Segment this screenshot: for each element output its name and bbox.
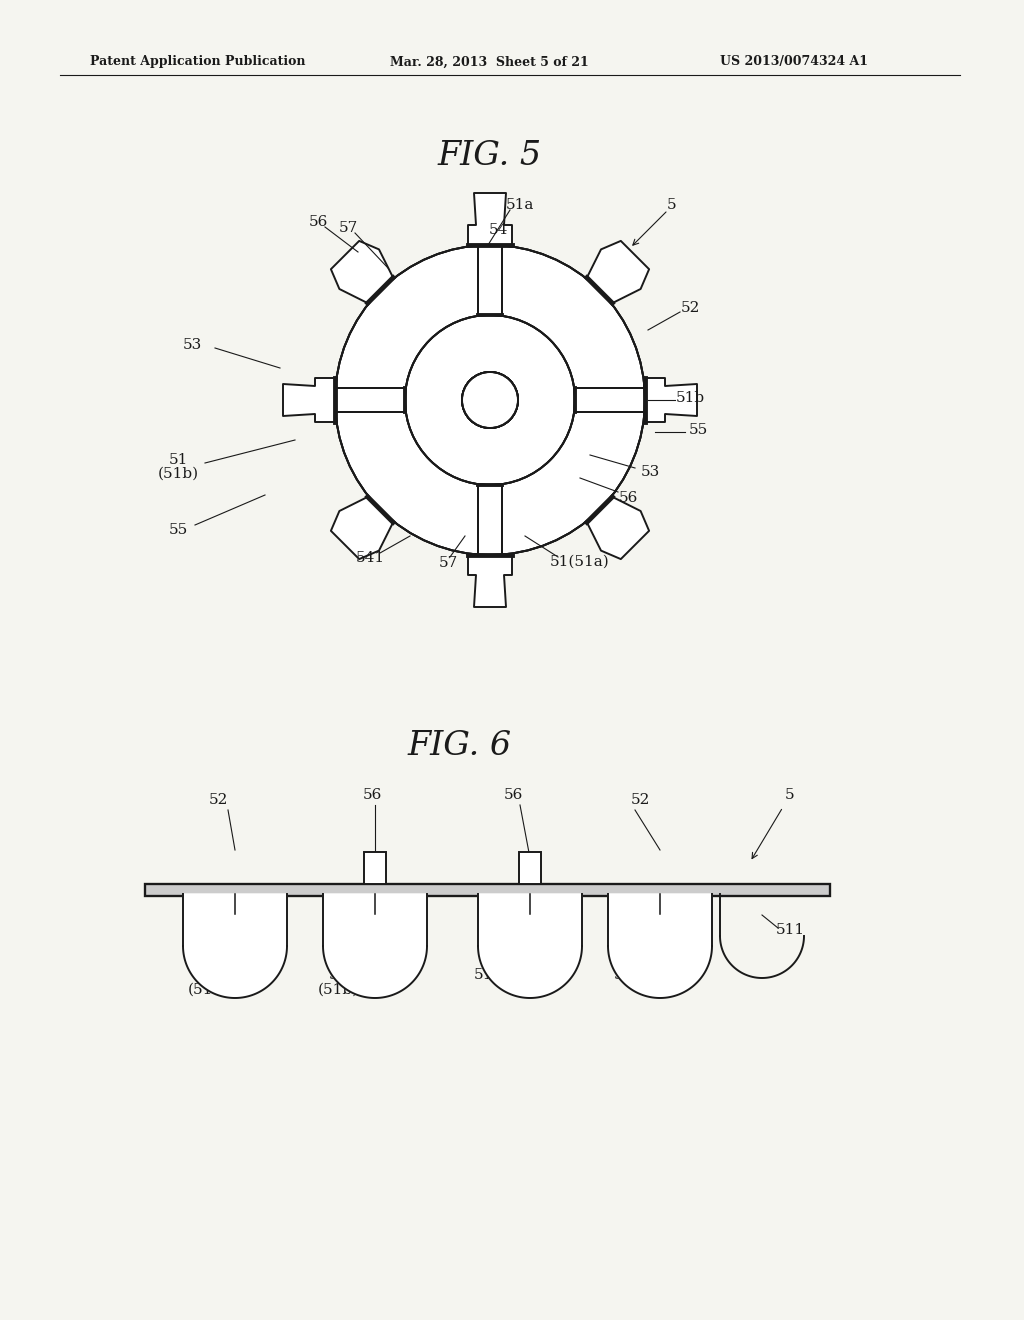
Text: US 2013/0074324 A1: US 2013/0074324 A1 — [720, 55, 868, 69]
Circle shape — [462, 372, 518, 428]
Polygon shape — [645, 378, 697, 422]
Bar — [145, 884, 830, 896]
Bar — [364, 851, 386, 884]
Text: 51: 51 — [168, 453, 187, 467]
Text: 55: 55 — [168, 523, 187, 537]
Text: 56: 56 — [618, 491, 638, 506]
Text: 5: 5 — [785, 788, 795, 803]
Circle shape — [406, 315, 575, 484]
Text: Patent Application Publication: Patent Application Publication — [90, 55, 305, 69]
Polygon shape — [335, 388, 406, 412]
Text: 541: 541 — [355, 550, 385, 565]
Text: Mar. 28, 2013  Sheet 5 of 21: Mar. 28, 2013 Sheet 5 of 21 — [390, 55, 589, 69]
Polygon shape — [587, 496, 649, 560]
Polygon shape — [183, 894, 287, 998]
Circle shape — [335, 246, 645, 554]
Text: 51: 51 — [329, 968, 348, 982]
Text: FIG. 6: FIG. 6 — [408, 730, 512, 762]
Text: 52: 52 — [680, 301, 699, 315]
Text: 51b: 51b — [676, 391, 705, 405]
Text: 52: 52 — [208, 793, 227, 807]
Circle shape — [462, 372, 518, 428]
Text: 53: 53 — [182, 338, 202, 352]
Bar — [519, 851, 541, 884]
Polygon shape — [283, 378, 335, 422]
Polygon shape — [575, 388, 645, 412]
Polygon shape — [587, 242, 649, 304]
Polygon shape — [323, 894, 427, 998]
Text: 56: 56 — [308, 215, 328, 228]
Text: FIG. 5: FIG. 5 — [438, 140, 542, 172]
Polygon shape — [468, 193, 512, 246]
Text: 56: 56 — [362, 788, 382, 803]
Text: 51b: 51b — [473, 968, 503, 982]
Polygon shape — [468, 554, 512, 607]
Polygon shape — [331, 242, 393, 304]
Circle shape — [462, 372, 518, 428]
Text: 52: 52 — [631, 793, 649, 807]
Text: 51a: 51a — [613, 968, 642, 982]
Polygon shape — [478, 894, 582, 998]
Polygon shape — [478, 484, 502, 554]
Text: 57: 57 — [438, 556, 458, 570]
Text: 56: 56 — [504, 788, 522, 803]
Text: 55: 55 — [688, 422, 708, 437]
Text: (51a): (51a) — [187, 983, 228, 997]
Text: (51b): (51b) — [317, 983, 358, 997]
Polygon shape — [331, 496, 393, 560]
Text: 54: 54 — [488, 223, 508, 238]
Text: 57: 57 — [338, 220, 357, 235]
Text: (51b): (51b) — [158, 467, 199, 480]
Text: 51a: 51a — [506, 198, 535, 213]
Text: 53: 53 — [640, 465, 659, 479]
Polygon shape — [608, 894, 712, 998]
Text: 51(51a): 51(51a) — [550, 554, 610, 569]
Polygon shape — [478, 246, 502, 315]
Text: 5: 5 — [668, 198, 677, 213]
Text: 51: 51 — [199, 968, 218, 982]
Text: 511: 511 — [775, 923, 805, 937]
